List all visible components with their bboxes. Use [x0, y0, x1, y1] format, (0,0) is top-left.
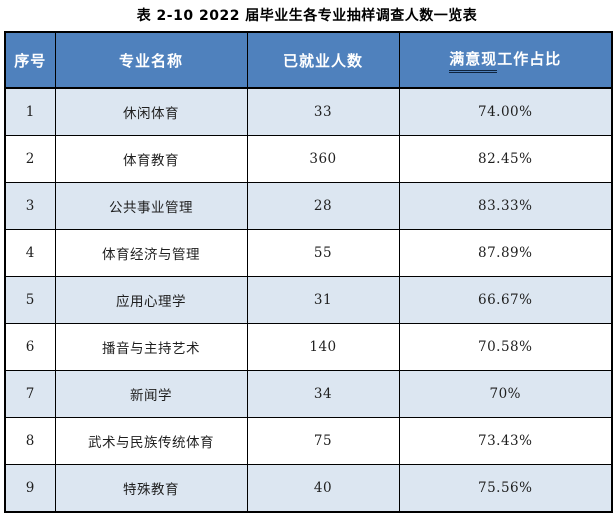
cell-employed: 33 — [246, 87, 400, 136]
table-row: 4 体育经济与管理 55 87.89% — [4, 229, 613, 277]
cell-satisfaction: 75.56% — [398, 464, 613, 513]
table-caption: 表 2-10 2022 届毕业生各专业抽样调查人数一览表 — [136, 8, 478, 24]
table-row: 7 新闻学 34 70% — [4, 370, 613, 418]
cell-employed: 40 — [246, 464, 400, 513]
col-header-no: 序号 — [4, 31, 56, 89]
table-row: 1 休闲体育 33 74.00% — [4, 87, 613, 136]
cell-satisfaction: 83.33% — [398, 182, 613, 230]
cell-no: 4 — [4, 229, 56, 277]
cell-major: 武术与民族传统体育 — [54, 417, 248, 465]
document-page: 表 2-10 2022 届毕业生各专业抽样调查人数一览表 序号 专业名称 已就业… — [4, 8, 613, 513]
col-header-employed: 已就业人数 — [246, 31, 400, 89]
cell-satisfaction: 73.43% — [398, 417, 613, 465]
table-row: 6 播音与主持艺术 140 70.58% — [4, 323, 613, 371]
cell-major: 公共事业管理 — [54, 182, 248, 230]
cell-major: 特殊教育 — [54, 464, 248, 513]
table-row: 5 应用心理学 31 66.67% — [4, 276, 613, 324]
cell-no: 3 — [4, 182, 56, 230]
satisfaction-header-underlined-text: 满意现 — [449, 48, 498, 73]
cell-satisfaction: 66.67% — [398, 276, 613, 324]
table-row: 9 特殊教育 40 75.56% — [4, 464, 613, 513]
cell-satisfaction: 82.45% — [398, 135, 613, 183]
cell-no: 8 — [4, 417, 56, 465]
cell-no: 1 — [4, 87, 56, 136]
cell-major: 体育教育 — [54, 135, 248, 183]
survey-table: 序号 专业名称 已就业人数 满意现工作占比 1 休闲体育 33 74.00% 2… — [4, 31, 613, 513]
cell-satisfaction: 74.00% — [398, 87, 613, 136]
cell-employed: 360 — [246, 135, 400, 183]
cell-employed: 140 — [246, 323, 400, 371]
cell-satisfaction: 70% — [398, 370, 613, 418]
cell-satisfaction: 70.58% — [398, 323, 613, 371]
cell-employed: 75 — [246, 417, 400, 465]
cell-major: 应用心理学 — [54, 276, 248, 324]
cell-major: 体育经济与管理 — [54, 229, 248, 277]
cell-no: 6 — [4, 323, 56, 371]
cell-major: 播音与主持艺术 — [54, 323, 248, 371]
cell-satisfaction: 87.89% — [398, 229, 613, 277]
cell-no: 7 — [4, 370, 56, 418]
cell-no: 9 — [4, 464, 56, 513]
col-header-satisfaction: 满意现工作占比 — [398, 31, 613, 89]
cell-employed: 28 — [246, 182, 400, 230]
table-row: 8 武术与民族传统体育 75 73.43% — [4, 417, 613, 465]
table-row: 2 体育教育 360 82.45% — [4, 135, 613, 183]
cell-major: 新闻学 — [54, 370, 248, 418]
cell-major: 休闲体育 — [54, 87, 248, 136]
cell-employed: 31 — [246, 276, 400, 324]
satisfaction-header-rest-text: 工作占比 — [497, 49, 562, 68]
cell-employed: 55 — [246, 229, 400, 277]
col-header-major: 专业名称 — [54, 31, 248, 89]
table-row: 3 公共事业管理 28 83.33% — [4, 182, 613, 230]
cell-employed: 34 — [246, 370, 400, 418]
header-row: 序号 专业名称 已就业人数 满意现工作占比 — [4, 31, 613, 89]
cell-no: 2 — [4, 135, 56, 183]
cell-no: 5 — [4, 276, 56, 324]
